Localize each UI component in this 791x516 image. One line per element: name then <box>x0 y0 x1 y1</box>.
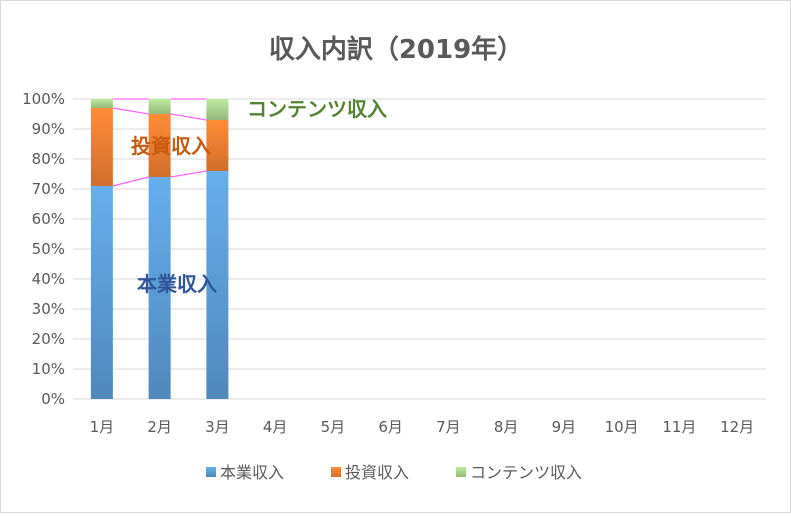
x-tick-label: 7月 <box>436 418 461 436</box>
y-tick-label: 70% <box>32 180 65 198</box>
legend-swatch <box>331 467 341 477</box>
annotation-label: コンテンツ収入 <box>247 97 387 121</box>
chart-title: 収入内訳（2019年） <box>269 34 523 65</box>
bar-segment <box>206 120 229 171</box>
y-tick-label: 20% <box>32 330 65 348</box>
annotation-label: 本業収入 <box>137 272 217 296</box>
x-tick-label: 10月 <box>605 418 639 436</box>
x-tick-label: 4月 <box>263 418 288 436</box>
bar-segment <box>90 186 113 399</box>
annotation-label: 投資収入 <box>131 134 211 158</box>
legend-label: 本業収入 <box>220 463 284 482</box>
bar-segment <box>206 99 229 120</box>
legend-label: コンテンツ収入 <box>470 463 582 482</box>
bars <box>90 99 229 399</box>
x-tick-label: 1月 <box>90 418 115 436</box>
y-tick-label: 80% <box>32 150 65 168</box>
y-tick-label: 0% <box>41 390 65 408</box>
y-tick-label: 60% <box>32 210 65 228</box>
series-lines <box>112 98 207 187</box>
bar-segment <box>206 171 229 399</box>
bar-segment <box>148 114 171 177</box>
series-line <box>112 107 149 115</box>
y-axis-labels: 0% 10% 20% 30% 40% 50% 60% 70% 80% 90% 100% <box>22 90 65 408</box>
series-line <box>170 113 207 121</box>
series-line <box>170 170 207 178</box>
legend-swatch <box>456 467 466 477</box>
x-tick-label: 9月 <box>552 418 577 436</box>
x-tick-label: 12月 <box>720 418 754 436</box>
x-tick-label: 2月 <box>147 418 172 436</box>
y-tick-label: 50% <box>32 240 65 258</box>
x-tick-label: 8月 <box>494 418 519 436</box>
legend: 本業収入 投資収入 コンテンツ収入 <box>206 463 582 482</box>
y-tick-label: 30% <box>32 300 65 318</box>
x-tick-label: 5月 <box>321 418 346 436</box>
x-tick-label: 3月 <box>205 418 230 436</box>
y-tick-label: 40% <box>32 270 65 288</box>
series-line <box>112 176 149 187</box>
y-tick-label: 10% <box>32 360 65 378</box>
x-axis-labels: 1月 2月 3月 4月 5月 6月 7月 8月 9月 10月 11月 12月 <box>90 418 755 436</box>
bar-segment <box>148 177 171 399</box>
x-tick-label: 6月 <box>378 418 403 436</box>
legend-swatch <box>206 467 216 477</box>
y-tick-label: 100% <box>22 90 65 108</box>
bar-segment <box>90 99 113 108</box>
x-tick-label: 11月 <box>662 418 696 436</box>
legend-label: 投資収入 <box>345 463 409 482</box>
y-tick-label: 90% <box>32 120 65 138</box>
bar-segment <box>90 108 113 186</box>
bar-segment <box>148 99 171 114</box>
